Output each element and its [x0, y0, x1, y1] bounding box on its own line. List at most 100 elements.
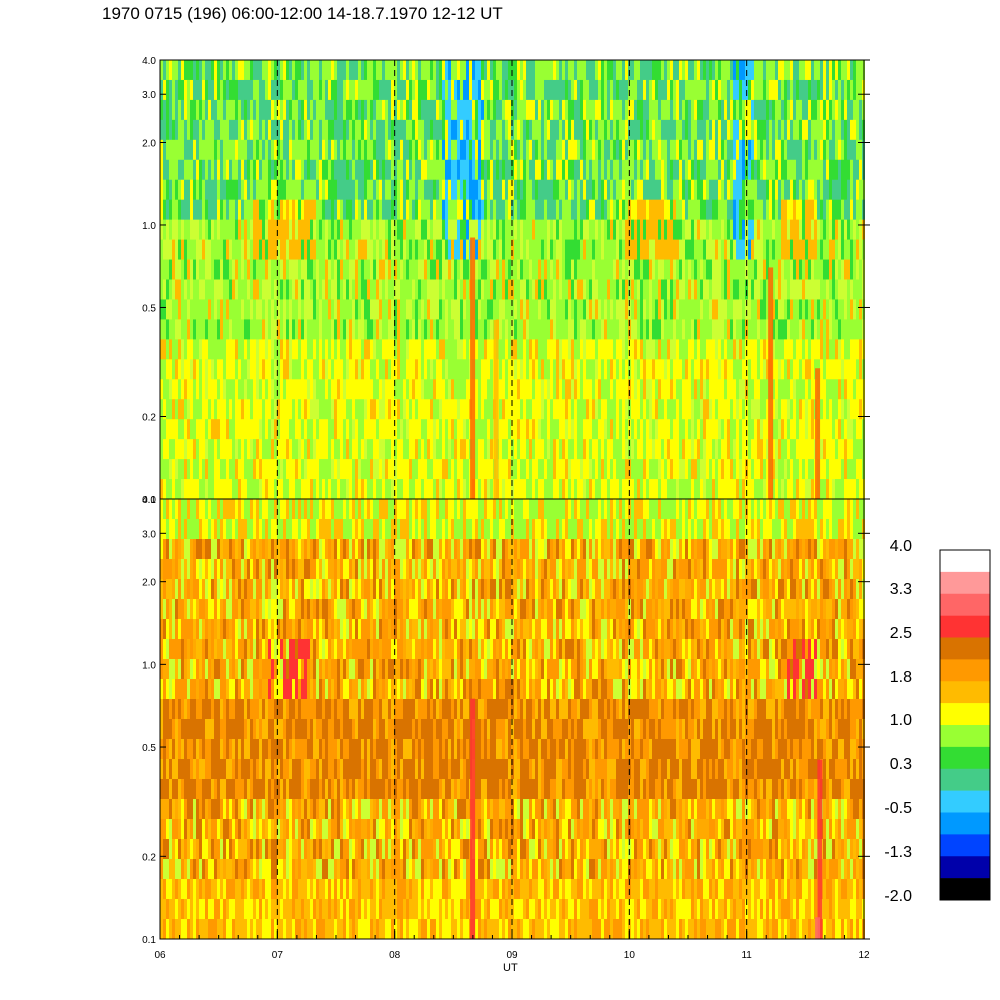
spectrogram-cell	[571, 319, 574, 340]
spectrogram-cell	[799, 60, 802, 81]
spectrogram-cell	[220, 379, 223, 400]
spectrogram-cell	[817, 199, 820, 221]
spectrogram-cell	[199, 179, 202, 201]
spectrogram-cell	[712, 379, 715, 400]
spectrogram-cell	[643, 239, 646, 261]
spectrogram-cell	[775, 60, 778, 81]
spectrogram-cell	[193, 359, 196, 380]
spectrogram-cell	[406, 379, 409, 400]
spectrogram-cell	[448, 299, 451, 320]
spectrogram-cell	[715, 399, 718, 420]
spectrogram-cell	[184, 159, 187, 181]
spectrogram-cell	[568, 279, 571, 300]
spectrogram-cell	[634, 99, 637, 121]
spectrogram-cell	[850, 60, 853, 81]
spectrogram-cell	[193, 60, 196, 81]
spectrogram-cell	[748, 219, 751, 241]
spectrogram-cell	[622, 139, 625, 161]
spectrogram-cell	[520, 399, 523, 420]
spectrogram-cell	[517, 159, 520, 181]
spectrogram-cell	[217, 60, 220, 81]
spectrogram-cell	[340, 199, 343, 221]
spectrogram-cell	[346, 199, 349, 221]
spectrogram-cell	[451, 239, 454, 261]
spectrogram-cell	[550, 99, 553, 121]
spectrogram-cell	[859, 359, 862, 380]
spectrogram-cell	[169, 379, 172, 400]
spectrogram-cell	[760, 339, 763, 360]
spectrogram-cell	[685, 119, 688, 141]
spectrogram-cell	[262, 339, 265, 360]
spectrogram-cell	[763, 439, 766, 460]
spectrogram-cell	[538, 359, 541, 380]
spectrogram-cell	[559, 299, 562, 320]
spectrogram-cell	[733, 259, 736, 280]
spectrogram-cell	[577, 99, 580, 121]
spectrogram-cell	[226, 299, 229, 320]
spectrogram-cell	[217, 239, 220, 261]
spectrogram-cell	[226, 79, 229, 101]
spectrogram-cell	[703, 279, 706, 300]
spectrogram-cell	[577, 179, 580, 201]
spectrogram-cell	[643, 179, 646, 201]
spectrogram-cell	[283, 199, 286, 221]
spectrogram-cell	[475, 279, 478, 300]
spectrogram-cell	[634, 159, 637, 181]
spectrogram-cell	[520, 119, 523, 141]
spectrogram-cell	[217, 159, 220, 181]
spectrogram-cell	[427, 419, 430, 440]
spectrogram-cell	[592, 279, 595, 300]
spectrogram-cell	[220, 259, 223, 280]
spectrogram-cell	[742, 179, 745, 201]
spectrogram-cell	[559, 359, 562, 380]
spectrogram-cell	[334, 219, 337, 241]
spectrogram-cell	[499, 339, 502, 360]
spectrogram-cell	[316, 379, 319, 400]
spectrogram-cell	[733, 319, 736, 340]
spectrogram-cell	[232, 99, 235, 121]
spectrogram-cell	[556, 399, 559, 420]
spectrogram-cell	[535, 119, 538, 141]
spectrogram-cell	[229, 119, 232, 141]
spectrogram-cell	[406, 459, 409, 480]
spectrogram-cell	[481, 279, 484, 300]
spectrogram-cell	[730, 239, 733, 261]
spectrogram-cell	[394, 299, 397, 320]
spectrogram-cell	[244, 319, 247, 340]
spectrogram-cell	[166, 159, 169, 181]
spectrogram-cell	[634, 379, 637, 400]
spectrogram-cell	[766, 319, 769, 340]
spectrogram-cell	[508, 119, 511, 141]
spectrogram-cell	[379, 399, 382, 420]
spectrogram-cell	[283, 459, 286, 480]
spectrogram-cell	[511, 399, 514, 420]
spectrogram-cell	[631, 339, 634, 360]
spectrogram-cell	[382, 359, 385, 380]
spectrogram-cell	[406, 60, 409, 81]
spectrogram-cell	[811, 379, 814, 400]
spectrogram-cell	[775, 239, 778, 261]
spectrogram-cell	[358, 159, 361, 181]
spectrogram-cell	[322, 159, 325, 181]
spectrogram-cell	[769, 79, 772, 101]
spectrogram-cell	[400, 299, 403, 320]
spectrogram-cell	[292, 419, 295, 440]
spectrogram-cell	[517, 319, 520, 340]
spectrogram-cell	[199, 319, 202, 340]
spectrogram-cell	[340, 60, 343, 81]
spectrogram-cell	[379, 259, 382, 280]
spectrogram-cell	[313, 479, 316, 500]
spectrogram-cell	[553, 359, 556, 380]
spectrogram-cell	[751, 319, 754, 340]
spectrogram-cell	[244, 139, 247, 161]
spectrogram-cell	[676, 159, 679, 181]
spectrogram-cell	[775, 279, 778, 300]
spectrogram-cell	[511, 459, 514, 480]
spectrogram-cell	[562, 359, 565, 380]
spectrogram-cell	[829, 239, 832, 261]
spectrogram-cell	[817, 179, 820, 201]
spectrogram-cell	[655, 79, 658, 101]
spectrogram-cell	[679, 199, 682, 221]
spectrogram-cell	[391, 359, 394, 380]
spectrogram-cell	[649, 339, 652, 360]
